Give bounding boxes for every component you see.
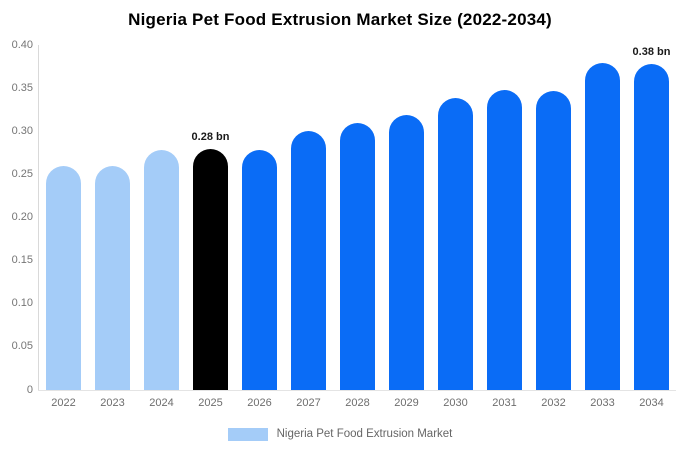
bar-column: [578, 45, 627, 390]
bar-column: [529, 45, 578, 390]
x-tick-label: 2032: [541, 397, 566, 409]
legend: Nigeria Pet Food Extrusion Market: [0, 426, 680, 442]
bar-column: [88, 45, 137, 390]
x-tick-label: 2033: [590, 397, 615, 409]
bar-column: [382, 45, 431, 390]
x-tick-label: 2029: [394, 397, 419, 409]
x-tick-label: 2031: [492, 397, 517, 409]
bar-2025: [193, 148, 228, 390]
x-axis-line: [38, 390, 676, 391]
y-axis-line: [38, 45, 39, 391]
x-axis: 2022 2023 2024 2025 2026 2027 2028 2029 2030 2031…: [39, 397, 676, 409]
bar-2026: [242, 150, 277, 390]
bar-column: [39, 45, 88, 390]
y-tick-label: 0.05: [11, 340, 33, 353]
bar-2032: [536, 90, 571, 390]
bar-value-label: 0.28 bn: [191, 130, 230, 143]
page-title: Nigeria Pet Food Extrusion Market Size (…: [128, 10, 552, 29]
x-tick-label: 2022: [51, 397, 76, 409]
bar-2027: [291, 131, 326, 390]
bar-column: [137, 45, 186, 390]
x-tick-label: 2023: [100, 397, 125, 409]
bar-2029: [389, 114, 424, 390]
bar-column: [480, 45, 529, 390]
legend-swatch: [227, 427, 268, 441]
bar-value-label: 0.38 bn: [632, 45, 671, 58]
bar-column: 0.28 bn: [186, 45, 235, 390]
bar-2033: [585, 63, 620, 390]
bar-2023: [95, 165, 130, 390]
x-tick-label: 2024: [149, 397, 174, 409]
y-tick-label: 0.10: [11, 297, 33, 310]
bar-2030: [438, 97, 473, 390]
bar-2028: [340, 122, 375, 390]
bar-column: [284, 45, 333, 390]
y-tick-label: 0: [26, 383, 33, 396]
x-tick-label: 2030: [443, 397, 468, 409]
y-tick-label: 0.25: [11, 167, 33, 180]
y-tick-label: 0.40: [11, 38, 33, 51]
x-tick-label: 2034: [639, 397, 664, 409]
y-tick-label: 0.20: [11, 211, 33, 223]
bar-2034: [634, 63, 669, 390]
legend-label: Nigeria Pet Food Extrusion Market: [276, 428, 453, 440]
y-tick-label: 0.35: [11, 81, 33, 94]
bar-2022: [46, 165, 81, 390]
bar-column: [431, 45, 480, 390]
bar-column: [235, 45, 284, 390]
x-tick-label: 2028: [345, 397, 370, 409]
bar-2031: [487, 89, 522, 390]
bar-column: 0.38 bn: [627, 45, 676, 390]
x-tick-label: 2025: [198, 397, 223, 409]
y-tick-label: 0.30: [11, 124, 33, 137]
bar-column: [333, 45, 382, 390]
x-tick-label: 2026: [247, 397, 272, 409]
plot-area: 0.28 bn 0.38 bn: [39, 45, 676, 390]
y-tick-label: 0.15: [11, 254, 33, 267]
x-tick-label: 2027: [296, 397, 321, 409]
bar-2024: [144, 150, 179, 390]
